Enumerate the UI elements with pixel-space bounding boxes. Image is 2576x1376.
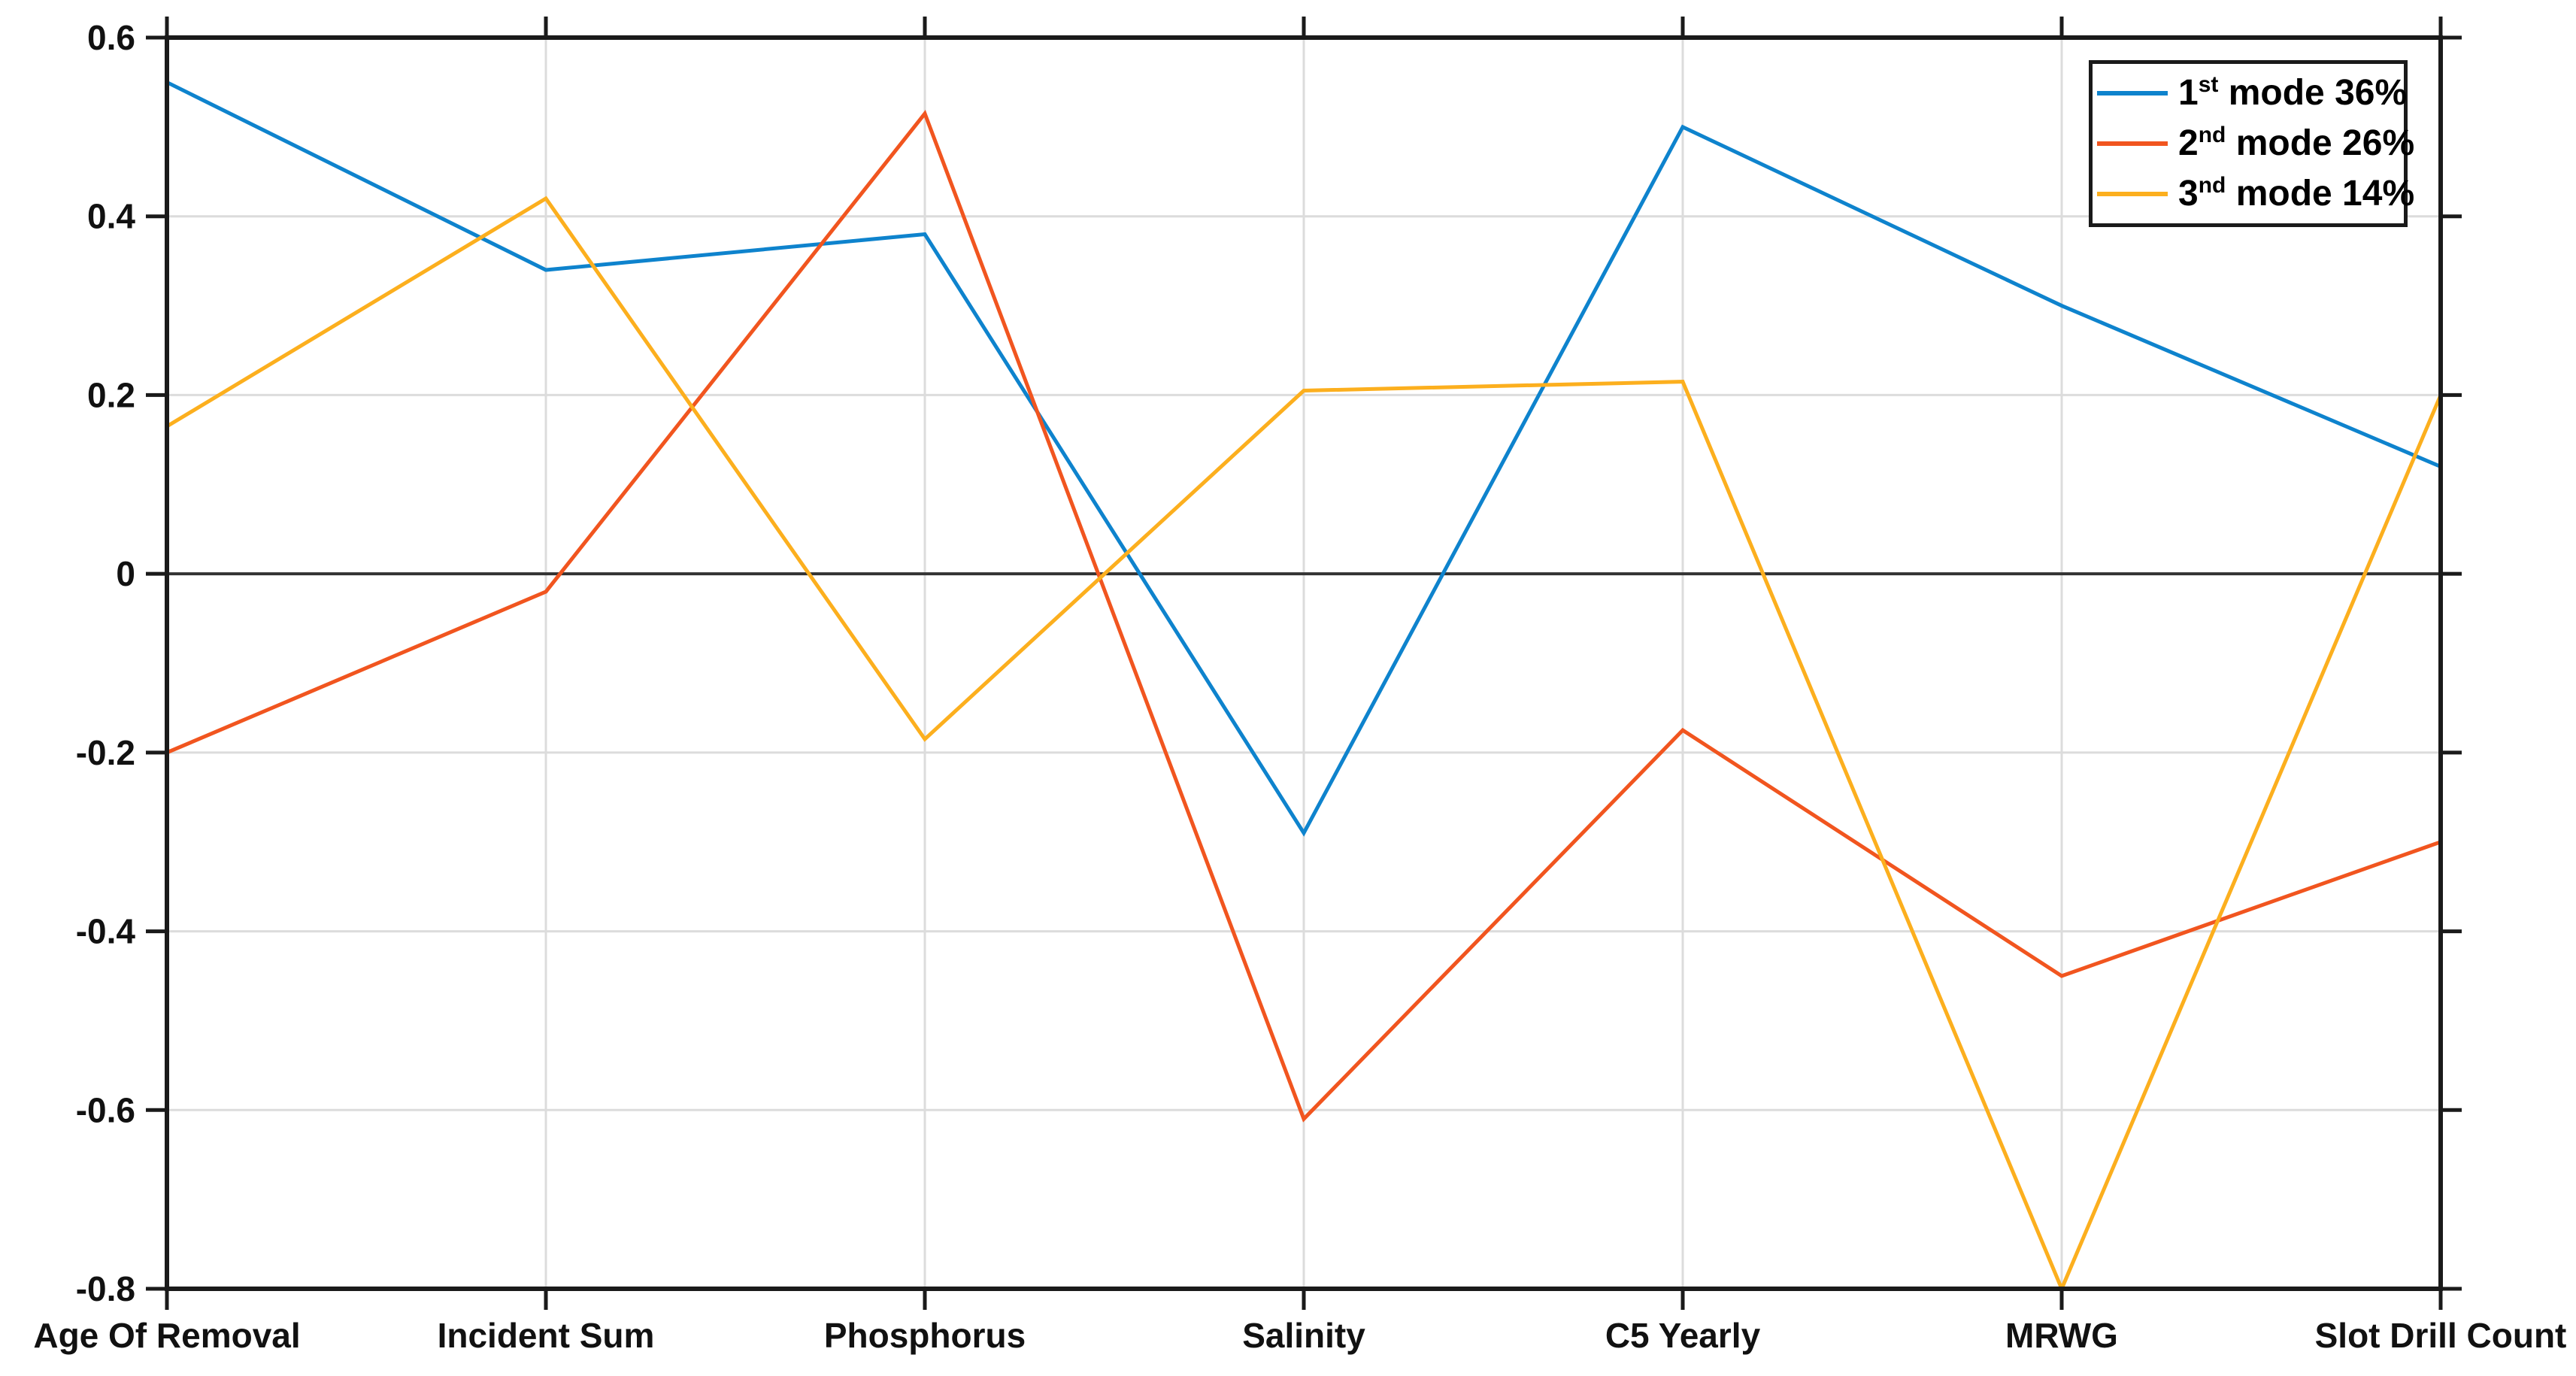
legend-line-sample-mode3 [2097,191,2168,196]
legend-line-sample-mode2 [2097,141,2168,146]
y-axis-tick-label: 0.4 [87,197,135,236]
x-axis-category-label[interactable]: C5 Yearly [1605,1316,1761,1355]
y-axis-tick-label: 0.2 [87,375,135,414]
legend-label-mode2: 2nd mode 26% [2178,122,2415,163]
x-axis-category-label[interactable]: Age Of Removal [33,1316,300,1355]
series-line-mode1[interactable] [165,80,2441,837]
y-axis-tick-label: 0.6 [87,18,135,57]
legend-line-sample-mode1 [2097,91,2168,96]
legend-label-mode3: 3nd mode 14% [2178,172,2415,214]
legend-item-mode2[interactable]: 2nd mode 26% [2097,120,2414,168]
x-axis-category-label[interactable]: Phosphorus [824,1316,1026,1355]
legend-item-mode3[interactable]: 3nd mode 14% [2097,170,2414,218]
legend-label-mode1: 1st mode 36% [2178,72,2408,114]
y-axis-tick-label: 0 [116,554,135,593]
x-axis-category-label[interactable]: MRWG [2005,1316,2118,1355]
series-line-mode2[interactable] [166,110,2441,1123]
legend-box: 1st mode 36% 2nd mode 26% 3nd mode 14% [2089,60,2414,227]
x-axis-category-label[interactable]: Salinity [1242,1316,1365,1355]
legend-item-mode1[interactable]: 1st mode 36% [2097,69,2408,117]
y-axis-tick-label: -0.2 [76,733,135,772]
x-axis-category-label[interactable]: Slot Drill Count [2315,1316,2567,1355]
x-axis-category-label[interactable]: Incident Sum [438,1316,655,1355]
y-axis-tick-label: -0.4 [76,912,136,951]
y-axis-tick-label: -0.8 [76,1269,135,1308]
y-axis-tick-label: -0.6 [76,1090,135,1129]
